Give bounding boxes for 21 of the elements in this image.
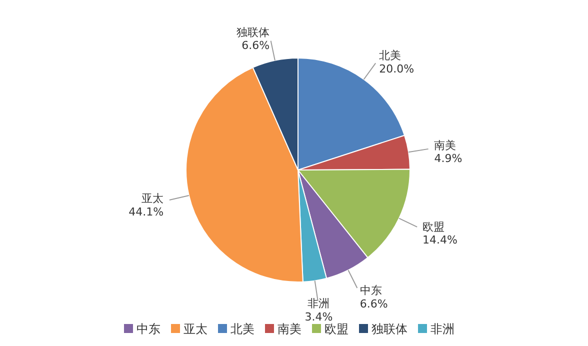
- data-label: 14.4%: [422, 234, 458, 247]
- data-label: 6.6%: [242, 38, 270, 52]
- legend-label: 亚太: [184, 322, 208, 336]
- legend-label: 南美: [278, 322, 302, 336]
- legend-label: 独联体: [372, 322, 408, 336]
- slice-label: 中东: [360, 284, 382, 298]
- slice-label: 南美: [434, 138, 456, 152]
- legend-label: 北美: [230, 322, 254, 336]
- slice-label: 欧盟: [422, 220, 444, 234]
- slice-label: 独联体: [236, 26, 270, 39]
- legend-label: 非洲: [430, 322, 454, 336]
- data-label: 3.4%: [304, 310, 333, 324]
- data-label: 20.0%: [379, 62, 414, 76]
- slice-label: 亚太: [142, 192, 164, 206]
- slice-label: 北美: [379, 49, 402, 62]
- slice-label: 非洲: [308, 297, 330, 310]
- data-label: 44.1%: [128, 205, 164, 218]
- legend-label: 中东: [136, 322, 160, 336]
- data-label: 6.6%: [360, 297, 388, 310]
- legend-label: 欧盟: [324, 322, 348, 336]
- data-label: 4.9%: [434, 152, 462, 165]
